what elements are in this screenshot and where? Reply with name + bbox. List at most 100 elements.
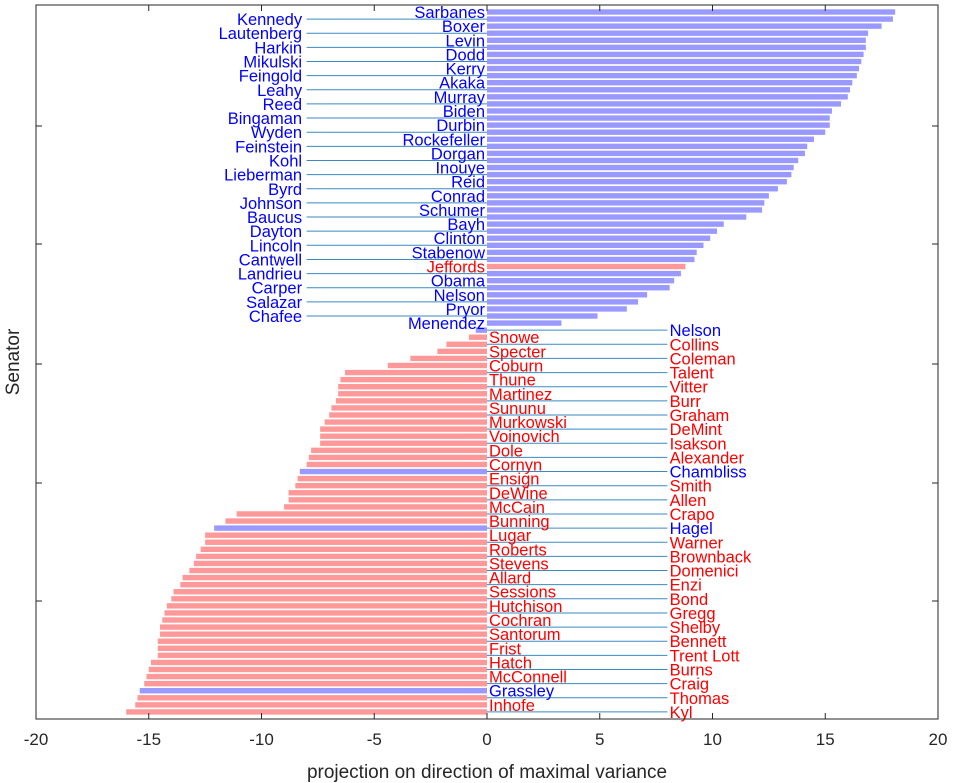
senator-label: Martinez bbox=[489, 386, 552, 404]
y-axis-title: Senator bbox=[3, 328, 24, 395]
bar-rockefeller bbox=[487, 136, 814, 142]
senator-label: Sessions bbox=[489, 584, 556, 602]
bar-sununu bbox=[331, 405, 487, 411]
bar-craig bbox=[144, 680, 488, 687]
senator-label: Lugar bbox=[489, 527, 532, 545]
bar-conrad bbox=[487, 193, 769, 199]
bar-murkowski bbox=[324, 419, 487, 425]
bar-allen bbox=[288, 497, 487, 503]
senator-label: Gregg bbox=[670, 605, 716, 623]
senator-label: Sununu bbox=[489, 400, 546, 418]
bar-collins bbox=[446, 341, 487, 347]
bar-dodd bbox=[487, 51, 864, 58]
bar-voinovich bbox=[320, 433, 487, 439]
senator-label: Jeffords bbox=[427, 259, 485, 277]
senator-label: Reed bbox=[263, 96, 302, 114]
bar-chafee bbox=[487, 313, 598, 319]
bar-hatch bbox=[151, 659, 487, 666]
bar-hutchison bbox=[166, 603, 488, 609]
senator-label: Enzi bbox=[670, 577, 702, 595]
x-tick-label: 5 bbox=[595, 730, 604, 749]
senator-label: Dole bbox=[489, 442, 523, 460]
leader-lines-layer bbox=[306, 18, 668, 713]
bar-dewine bbox=[288, 490, 487, 496]
bar-obama bbox=[487, 277, 675, 284]
bar-pryor bbox=[487, 306, 627, 312]
bar-kerry bbox=[487, 65, 860, 72]
bar-thomas bbox=[137, 695, 487, 701]
senator-label: McCain bbox=[489, 499, 545, 517]
senator-label: Trent Lott bbox=[670, 647, 740, 665]
bar-nelson bbox=[475, 327, 487, 333]
bar-dorgan bbox=[487, 150, 805, 157]
senator-label: Brownback bbox=[670, 548, 752, 566]
bar-feinstein bbox=[487, 143, 808, 150]
senator-label: Coburn bbox=[489, 358, 543, 376]
x-tick-label: 20 bbox=[929, 730, 948, 749]
bar-mcconnell bbox=[146, 673, 487, 680]
x-axis-title: projection on direction of maximal varia… bbox=[307, 762, 667, 783]
bar-menendez bbox=[487, 320, 562, 326]
x-tick-label: 10 bbox=[703, 730, 722, 749]
senator-label: Murkowski bbox=[489, 414, 567, 432]
senator-label: Santorum bbox=[489, 626, 561, 644]
bar-cornyn bbox=[306, 461, 487, 468]
bar-jeffords bbox=[487, 263, 686, 270]
senator-label: Stevens bbox=[489, 555, 549, 573]
senator-label: Dayton bbox=[250, 223, 302, 241]
senator-label: Inouye bbox=[435, 160, 485, 178]
x-tick-label: -15 bbox=[136, 730, 161, 749]
senator-labels-layer: Sarbanes Kennedy Boxer Lautenberg Levin Harki… bbox=[219, 4, 752, 722]
senator-label: Salazar bbox=[246, 294, 302, 312]
senator-label: Allard bbox=[489, 570, 531, 588]
bar-thune bbox=[340, 376, 487, 383]
senator-label: DeMint bbox=[670, 421, 723, 439]
bar-burns bbox=[148, 666, 487, 673]
senator-label: Domenici bbox=[670, 563, 739, 581]
bar-bennett bbox=[157, 638, 487, 644]
bar-akaka bbox=[487, 80, 853, 86]
senator-label: Lincoln bbox=[250, 237, 302, 255]
senator-label: Kyl bbox=[670, 704, 693, 722]
bar-smith bbox=[295, 482, 487, 489]
senator-label: Bond bbox=[670, 591, 709, 609]
senator-label: Isakson bbox=[670, 435, 727, 453]
bar-frist bbox=[157, 645, 487, 651]
bar-inhofe bbox=[135, 702, 487, 708]
senator-label: Mikulski bbox=[243, 53, 302, 71]
senator-label: Wyden bbox=[251, 124, 302, 142]
senator-label: Conrad bbox=[431, 188, 485, 206]
bar-coburn bbox=[387, 362, 487, 369]
bar-chambliss bbox=[299, 468, 487, 475]
bar-crapo bbox=[236, 511, 487, 517]
bar-talent bbox=[344, 369, 487, 376]
senator-label: Nelson bbox=[434, 287, 485, 305]
senator-label: Chafee bbox=[249, 308, 302, 326]
senator-label: Sarbanes bbox=[414, 4, 485, 22]
bar-kyl bbox=[126, 709, 487, 715]
bar-salazar bbox=[487, 299, 639, 305]
bar-bayh bbox=[487, 221, 724, 227]
senator-label: Hatch bbox=[489, 654, 532, 672]
bar-lieberman bbox=[487, 171, 792, 178]
senator-label: Lieberman bbox=[224, 167, 302, 185]
senator-label: Grassley bbox=[489, 683, 555, 701]
x-tick-label: 0 bbox=[482, 730, 491, 749]
senator-label: Snowe bbox=[489, 329, 539, 347]
senator-label: Graham bbox=[670, 407, 730, 425]
bar-murray bbox=[487, 94, 848, 100]
bar-graham bbox=[329, 412, 487, 418]
bar-cochran bbox=[162, 617, 487, 623]
bar-roberts bbox=[200, 546, 488, 553]
bar-mikulski bbox=[487, 58, 862, 65]
senator-label: Bingaman bbox=[228, 110, 302, 128]
bar-dayton bbox=[487, 228, 718, 234]
bar-inouye bbox=[487, 164, 794, 171]
senator-label: Alexander bbox=[670, 449, 745, 467]
senator-label: Allen bbox=[670, 492, 707, 510]
bar-stevens bbox=[193, 560, 487, 567]
bar-kennedy bbox=[487, 16, 893, 22]
senator-label: Bunning bbox=[489, 513, 550, 531]
bar-lincoln bbox=[487, 242, 704, 249]
